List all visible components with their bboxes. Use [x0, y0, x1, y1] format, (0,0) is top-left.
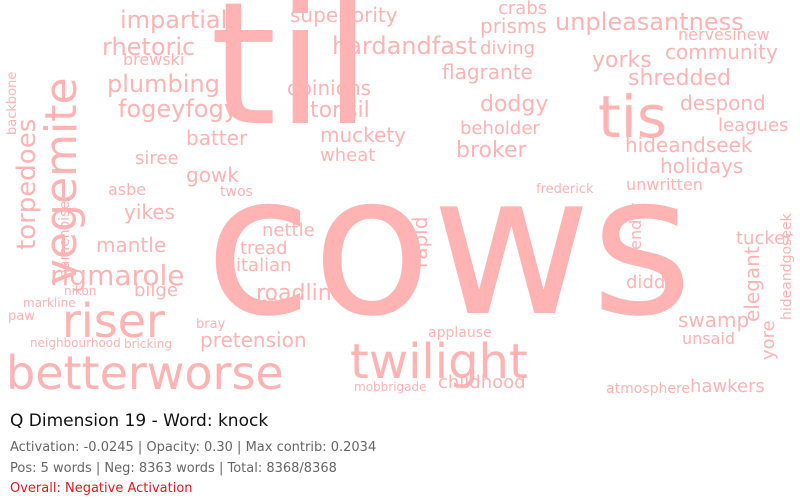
cloud-word: rapid: [408, 216, 432, 268]
cloud-word: hawkers: [690, 376, 765, 397]
panel-title: Q Dimension 19 - Word: knock: [10, 411, 269, 431]
cloud-word: unwritten: [626, 175, 703, 194]
cloud-word: riser: [62, 294, 165, 348]
cloud-word: siree: [135, 148, 179, 169]
cloud-word: neighbourhood: [30, 336, 121, 350]
cloud-word: yorks: [592, 48, 652, 73]
cloud-word: twos: [220, 184, 253, 200]
cloud-word: plumbing: [107, 70, 220, 98]
cloud-word: gender: [626, 203, 645, 260]
cloud-word: paw: [8, 309, 35, 324]
cloud-word: brewski: [123, 50, 185, 69]
cloud-word: childhood: [438, 372, 526, 393]
cloud-word: mantle: [96, 233, 167, 257]
word-cloud: til cows tis betterworse twilight riser …: [5, 0, 795, 400]
cloud-word: rhetoric: [102, 33, 196, 61]
cloud-word: hideandgoseek: [779, 213, 795, 320]
cloud-word: superiority: [290, 3, 398, 27]
cloud-word: broker: [456, 138, 527, 163]
cloud-word: crabs: [498, 0, 548, 19]
cloud-word: swamp: [678, 308, 750, 332]
cloud-word: tonsil: [310, 98, 370, 123]
cloud-word: bilge: [134, 280, 178, 301]
cloud-word: nettle: [262, 220, 315, 241]
cloud-word: tis: [598, 83, 668, 151]
cloud-word: batter: [186, 126, 248, 150]
cloud-word: elegant: [740, 246, 764, 322]
cloud-word: flagrante: [442, 60, 533, 84]
cloud-word: holidays: [660, 154, 744, 178]
cloud-word: torpedoes: [12, 118, 42, 250]
cloud-word: cows: [205, 132, 693, 359]
cloud-word: nikon: [64, 284, 97, 298]
cloud-word: atmosphere: [606, 381, 690, 397]
cloud-word: gowk: [186, 163, 239, 187]
cloud-word: twilight: [350, 334, 528, 390]
cloud-word: italian: [236, 255, 292, 276]
cloud-word: leagues: [718, 115, 789, 136]
cloud-word: coats: [256, 297, 283, 308]
cloud-word: muckety: [320, 123, 407, 147]
cloud-word: impartial: [120, 6, 228, 34]
cloud-word: til: [210, 0, 372, 164]
cloud-word: prisms: [480, 14, 547, 38]
cloud-word: bray: [196, 317, 226, 332]
cloud-word: dodgy: [480, 92, 549, 117]
cloud-word: bricking: [124, 337, 172, 351]
cloud-word: roadline: [256, 281, 346, 306]
cloud-word: namenoise: [57, 201, 73, 278]
cloud-word: betterworse: [6, 346, 284, 400]
cloud-word: opinions: [287, 76, 372, 100]
cloud-word: unsaid: [682, 329, 736, 348]
cloud-word: nervesinew: [678, 25, 770, 44]
cloud-word: markline: [23, 296, 76, 310]
cloud-word: applause: [428, 325, 492, 341]
activation-stats: Activation: -0.0245 | Opacity: 0.30 | Ma…: [10, 440, 377, 455]
cloud-word: tread: [240, 238, 288, 259]
cloud-word: asbe: [108, 180, 147, 199]
cloud-word: yikes: [124, 200, 175, 224]
word-counts: Pos: 5 words | Neg: 8363 words | Total: …: [10, 461, 337, 476]
cloud-word: hideandseek: [625, 133, 753, 157]
cloud-word: backbone: [5, 71, 20, 135]
overall-status: Overall: Negative Activation: [10, 481, 193, 496]
cloud-word: unpleasantness: [555, 8, 744, 36]
cloud-word: hardandfast: [332, 32, 477, 60]
cloud-word: frederick: [536, 182, 594, 197]
cloud-word: despond: [680, 91, 766, 115]
cloud-word: shredded: [628, 66, 731, 91]
cloud-word: fogeyfogy: [118, 95, 238, 123]
cloud-word: diddly: [626, 272, 681, 293]
cloud-word: wheat: [320, 145, 376, 166]
cloud-word: beholder: [460, 118, 540, 139]
cloud-word: mobbrigade: [354, 380, 427, 394]
cloud-word: yore: [758, 320, 779, 360]
cloud-word: diving: [480, 38, 535, 59]
cloud-word: tucker: [736, 228, 793, 249]
cloud-word: rigmarole: [50, 259, 185, 292]
cloud-word: community: [665, 40, 778, 64]
cloud-word: pretension: [200, 328, 307, 352]
